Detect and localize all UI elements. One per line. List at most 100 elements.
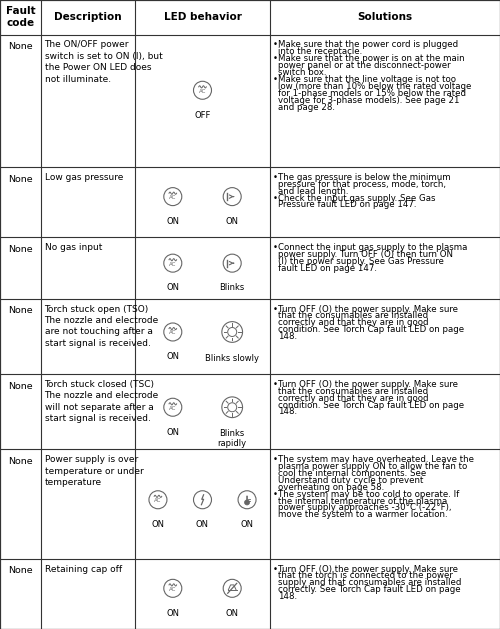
- Text: Description: Description: [54, 13, 122, 22]
- Text: The gas pressure is below the minimum: The gas pressure is below the minimum: [278, 173, 450, 182]
- Text: power supply. Turn OFF (O) then turn ON: power supply. Turn OFF (O) then turn ON: [278, 250, 453, 259]
- Text: •: •: [273, 565, 278, 574]
- Text: that the consumables are installed: that the consumables are installed: [278, 311, 428, 320]
- Text: Fault
code: Fault code: [6, 6, 36, 28]
- Text: Blinks
rapidly: Blinks rapidly: [218, 429, 247, 448]
- Text: ON: ON: [226, 609, 238, 618]
- Text: 148.: 148.: [278, 593, 297, 601]
- Text: OFF: OFF: [194, 111, 210, 120]
- Text: AC: AC: [169, 262, 176, 267]
- Text: 148.: 148.: [278, 332, 297, 341]
- Text: move the system to a warmer location.: move the system to a warmer location.: [278, 510, 448, 520]
- Text: condition. See Torch Cap fault LED on page: condition. See Torch Cap fault LED on pa…: [278, 401, 464, 409]
- Text: •: •: [273, 54, 278, 63]
- FancyBboxPatch shape: [246, 496, 248, 503]
- Text: and page 28.: and page 28.: [278, 103, 335, 111]
- Text: ON: ON: [166, 609, 179, 618]
- Text: (I) the power supply. See Gas Pressure: (I) the power supply. See Gas Pressure: [278, 257, 444, 266]
- Text: •: •: [273, 243, 278, 252]
- Text: ON: ON: [166, 284, 179, 292]
- Text: correctly. See Torch Cap fault LED on page: correctly. See Torch Cap fault LED on pa…: [278, 586, 460, 594]
- Text: AC: AC: [169, 330, 176, 335]
- Text: ON: ON: [166, 352, 179, 361]
- Text: Blinks slowly: Blinks slowly: [205, 353, 259, 363]
- Text: Torch stuck closed (TSC)
The nozzle and electrode
will not separate after a
star: Torch stuck closed (TSC) The nozzle and …: [44, 380, 159, 423]
- Text: correctly and that they are in good: correctly and that they are in good: [278, 394, 428, 403]
- Text: None: None: [8, 306, 33, 315]
- Text: fault LED on page 147.: fault LED on page 147.: [278, 264, 377, 273]
- Text: None: None: [8, 382, 33, 391]
- Text: Make sure that the power cord is plugged: Make sure that the power cord is plugged: [278, 40, 458, 49]
- Text: AC: AC: [169, 406, 176, 411]
- Text: ON: ON: [166, 428, 179, 437]
- Text: •: •: [273, 194, 278, 203]
- Text: Connect the input gas supply to the plasma: Connect the input gas supply to the plas…: [278, 243, 468, 252]
- Text: the internal temperature of the plasma: the internal temperature of the plasma: [278, 496, 448, 506]
- Bar: [0, 449, 500, 559]
- Text: •: •: [273, 40, 278, 49]
- Text: •: •: [273, 75, 278, 84]
- Text: ON: ON: [152, 520, 164, 529]
- Text: •: •: [273, 173, 278, 182]
- Text: Torch stuck open (TSO)
The nozzle and electrode
are not touching after a
start s: Torch stuck open (TSO) The nozzle and el…: [44, 304, 159, 348]
- Text: voltage for 3-phase models). See page 21: voltage for 3-phase models). See page 21: [278, 96, 460, 104]
- Text: AC: AC: [169, 587, 176, 592]
- Text: None: None: [8, 457, 33, 466]
- Text: Low gas pressure: Low gas pressure: [44, 173, 123, 182]
- Bar: [0, 374, 500, 449]
- Text: 148.: 148.: [278, 408, 297, 416]
- Text: Blinks: Blinks: [220, 284, 245, 292]
- Text: Power supply is over
temperature or under
temperature: Power supply is over temperature or unde…: [44, 455, 144, 487]
- Text: Turn OFF (O) the power supply. Make sure: Turn OFF (O) the power supply. Make sure: [278, 565, 458, 574]
- Text: Retaining cap off: Retaining cap off: [44, 565, 122, 574]
- Ellipse shape: [244, 500, 250, 505]
- Text: AC: AC: [169, 195, 176, 200]
- Text: None: None: [8, 175, 33, 184]
- Text: switch box.: switch box.: [278, 68, 326, 77]
- Text: None: None: [8, 245, 33, 254]
- Bar: [0, 559, 500, 629]
- Text: that the torch is connected to the power: that the torch is connected to the power: [278, 572, 453, 581]
- Text: Make sure that the power is on at the main: Make sure that the power is on at the ma…: [278, 54, 464, 63]
- Bar: [0, 299, 500, 374]
- Text: The system may have overheated. Leave the: The system may have overheated. Leave th…: [278, 455, 474, 464]
- Text: •: •: [273, 455, 278, 464]
- Text: ON: ON: [226, 217, 238, 226]
- Text: ON: ON: [166, 217, 179, 226]
- Bar: [0, 35, 500, 167]
- Text: LED behavior: LED behavior: [164, 13, 242, 22]
- Text: supply and that consumables are installed: supply and that consumables are installe…: [278, 579, 462, 587]
- Text: Understand duty cycle to prevent: Understand duty cycle to prevent: [278, 476, 424, 485]
- Text: ON: ON: [196, 520, 209, 529]
- Text: power supply approaches -30°C (-22°F),: power supply approaches -30°C (-22°F),: [278, 503, 452, 513]
- Text: The system may be too cold to operate. If: The system may be too cold to operate. I…: [278, 489, 459, 499]
- Text: AC: AC: [199, 89, 206, 94]
- Text: power panel or at the disconnect-power: power panel or at the disconnect-power: [278, 61, 450, 70]
- Text: •: •: [273, 489, 278, 499]
- Text: The ON/OFF power
switch is set to ON (I), but
the Power ON LED does
not illumina: The ON/OFF power switch is set to ON (I)…: [44, 40, 162, 84]
- Text: that the consumables are installed: that the consumables are installed: [278, 387, 428, 396]
- Text: AC: AC: [154, 498, 162, 503]
- Text: ON: ON: [240, 520, 254, 529]
- Bar: [0, 237, 500, 299]
- Text: Pressure fault LED on page 147.: Pressure fault LED on page 147.: [278, 201, 416, 209]
- Text: correctly and that they are in good: correctly and that they are in good: [278, 318, 428, 327]
- Bar: [0, 167, 500, 237]
- Text: Solutions: Solutions: [358, 13, 412, 22]
- Text: •: •: [273, 304, 278, 313]
- Text: Make sure that the line voltage is not too: Make sure that the line voltage is not t…: [278, 75, 456, 84]
- Text: None: None: [8, 567, 33, 576]
- Text: plasma power supply ON to allow the fan to: plasma power supply ON to allow the fan …: [278, 462, 467, 471]
- Text: •: •: [273, 380, 278, 389]
- Text: cool the internal components. See: cool the internal components. See: [278, 469, 426, 478]
- Text: into the receptacle.: into the receptacle.: [278, 47, 362, 56]
- Text: condition. See Torch Cap fault LED on page: condition. See Torch Cap fault LED on pa…: [278, 325, 464, 334]
- Text: and lead length.: and lead length.: [278, 187, 348, 196]
- Text: Check the input gas supply. See Gas: Check the input gas supply. See Gas: [278, 194, 436, 203]
- Text: pressure for that process, mode, torch,: pressure for that process, mode, torch,: [278, 180, 446, 189]
- Text: low (more than 10% below the rated voltage: low (more than 10% below the rated volta…: [278, 82, 471, 91]
- Text: for 1-phase models or 15% below the rated: for 1-phase models or 15% below the rate…: [278, 89, 466, 97]
- Text: No gas input: No gas input: [44, 243, 102, 252]
- Text: Turn OFF (O) the power supply. Make sure: Turn OFF (O) the power supply. Make sure: [278, 380, 458, 389]
- Text: Turn OFF (O) the power supply. Make sure: Turn OFF (O) the power supply. Make sure: [278, 304, 458, 313]
